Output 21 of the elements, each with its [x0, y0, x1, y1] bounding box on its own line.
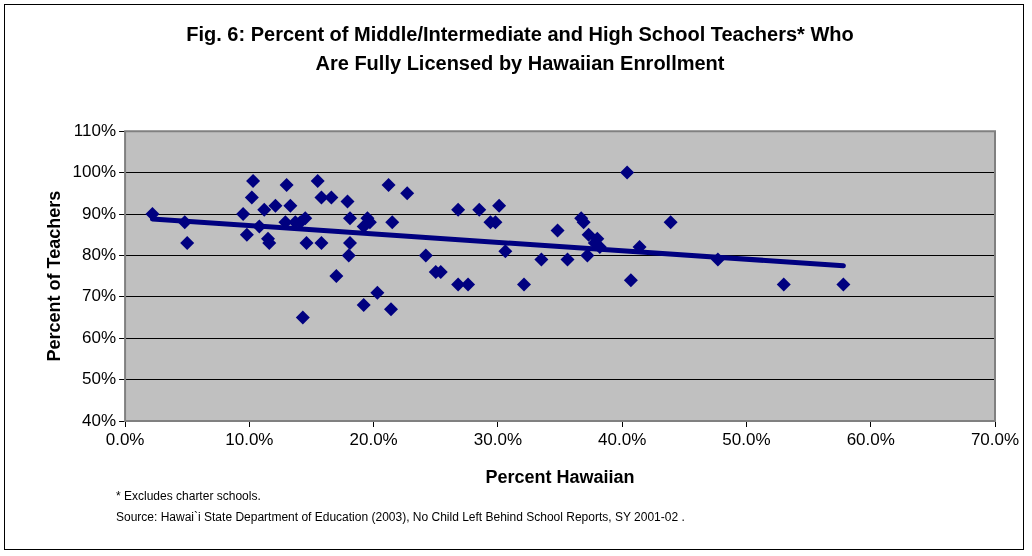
y-tick-label: 50%	[82, 369, 117, 389]
x-tick-label: 50.0%	[722, 429, 771, 449]
chart-title: Fig. 6: Percent of Middle/Intermediate and High School Teachers* Who Are Fully Licensed by Hawaiian Enrollment	[185, 22, 855, 76]
y-tick-label: 100%	[72, 162, 117, 182]
y-tick-label: 70%	[82, 286, 117, 306]
x-tick-label: 40.0%	[598, 429, 647, 449]
x-tick-label: 20.0%	[349, 429, 398, 449]
x-axis-title: Percent Hawaiian	[485, 467, 635, 488]
y-tick-label: 80%	[82, 245, 117, 265]
y-axis-title: Percent of Teachers	[43, 190, 64, 362]
y-tick-label: 40%	[82, 410, 117, 430]
y-tick-label: 60%	[82, 327, 117, 347]
y-tick-label: 110%	[73, 120, 117, 140]
source-note: Source: Hawai`i State Department of Education (2003), No Child Left Behind School Reports, SY 2001-02 .	[116, 509, 685, 526]
x-tick-label: 0.0%	[105, 429, 145, 449]
x-tick-label: 60.0%	[846, 429, 895, 449]
x-tick-label: 10.0%	[225, 429, 274, 449]
y-tick-label: 90%	[82, 203, 117, 223]
x-tick-label: 70.0%	[970, 429, 1020, 449]
x-tick-label: 30.0%	[473, 429, 522, 449]
text: * Excludes charter schools.	[116, 488, 262, 505]
